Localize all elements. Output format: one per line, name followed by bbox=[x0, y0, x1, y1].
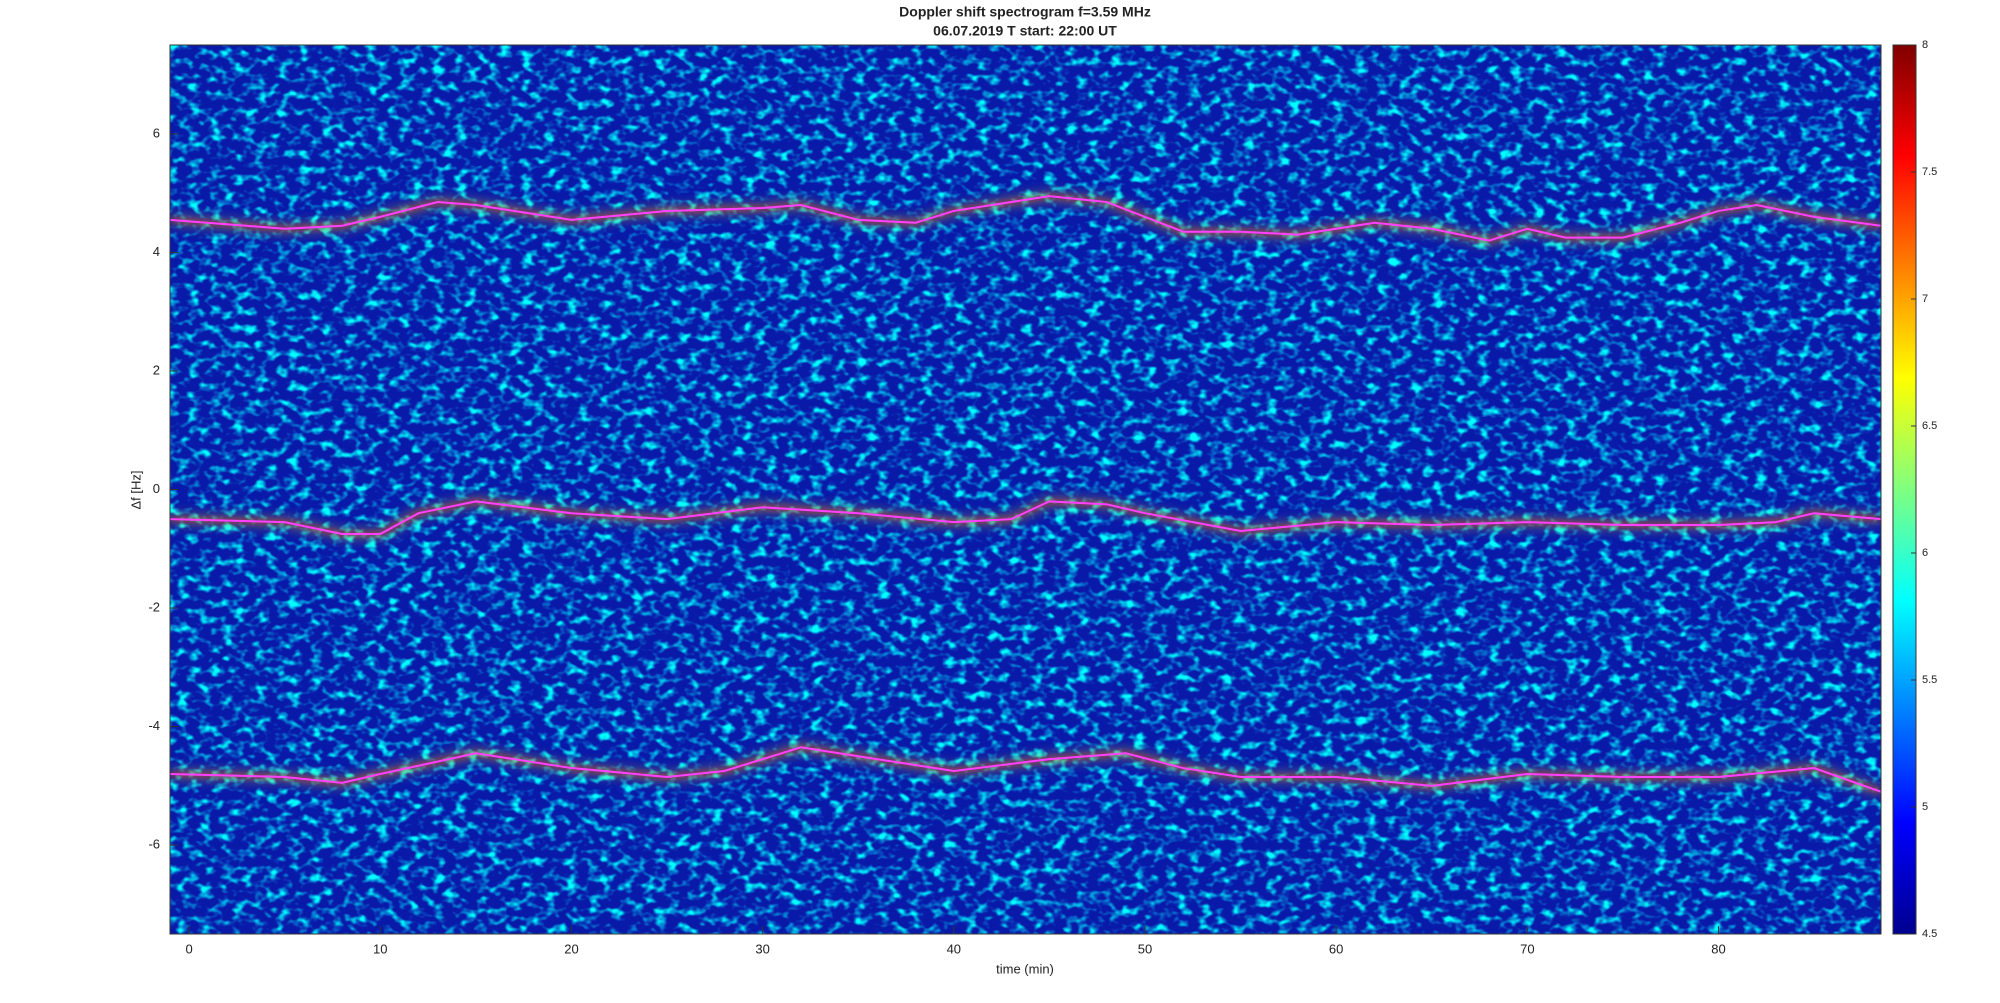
y-tick-label: -4 bbox=[148, 718, 160, 733]
colorbar-tick-label: 6 bbox=[1922, 547, 1928, 559]
colorbar-tick-label: 7.5 bbox=[1922, 166, 1937, 178]
y-tick-label: 6 bbox=[153, 125, 160, 140]
chart-subtitle: 06.07.2019 T start: 22:00 UT bbox=[933, 23, 1117, 39]
x-tick-label: 70 bbox=[1520, 941, 1534, 956]
colorbar-tick-label: 4.5 bbox=[1922, 928, 1937, 940]
colorbar-tick-label: 6.5 bbox=[1922, 420, 1937, 432]
colorbar-tick-label: 7 bbox=[1922, 293, 1928, 305]
colorbar-tick-label: 5 bbox=[1922, 801, 1928, 813]
spectrogram-texture bbox=[170, 45, 1881, 934]
y-tick-label: -2 bbox=[148, 599, 160, 614]
x-tick-label: 50 bbox=[1138, 941, 1152, 956]
chart-title: Doppler shift spectrogram f=3.59 MHz bbox=[899, 4, 1151, 20]
colorbar bbox=[1892, 44, 1917, 935]
trace-line bbox=[170, 746, 1881, 793]
x-tick-label: 10 bbox=[373, 941, 387, 956]
y-tick-label: 0 bbox=[153, 481, 160, 496]
colorbar-tick-label: 8 bbox=[1922, 39, 1928, 51]
y-tick-label: 2 bbox=[153, 362, 160, 377]
colorbar-tick-label: 5.5 bbox=[1922, 674, 1937, 686]
x-axis-label: time (min) bbox=[996, 961, 1054, 976]
x-tick-label: 30 bbox=[755, 941, 769, 956]
trace-line bbox=[170, 195, 1881, 242]
x-tick-label: 60 bbox=[1329, 941, 1343, 956]
y-axis-label: Δf [Hz] bbox=[128, 470, 143, 509]
trace-line bbox=[170, 500, 1881, 535]
x-tick-label: 80 bbox=[1711, 941, 1725, 956]
x-tick-label: 0 bbox=[186, 941, 193, 956]
traces bbox=[170, 195, 1881, 793]
x-tick-label: 20 bbox=[564, 941, 578, 956]
y-tick-label: 4 bbox=[153, 244, 160, 259]
y-tick-label: -6 bbox=[148, 837, 160, 852]
x-tick-label: 40 bbox=[947, 941, 961, 956]
